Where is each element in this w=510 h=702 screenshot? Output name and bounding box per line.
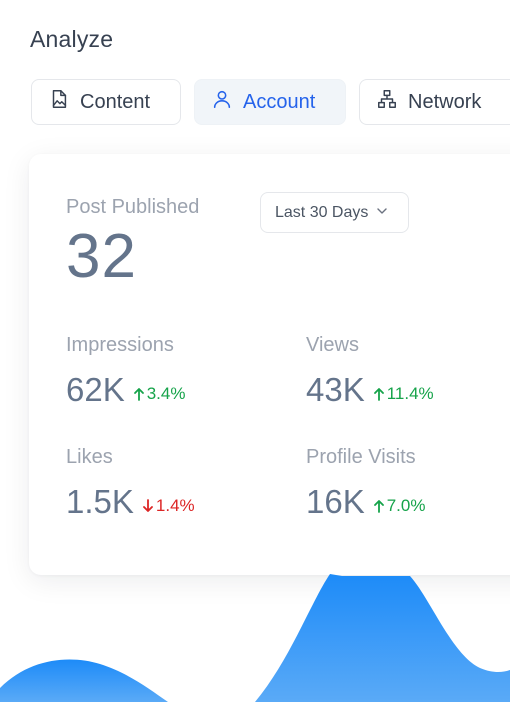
tab-content-label: Content <box>80 90 151 113</box>
profile-visits-change-value: 7.0% <box>386 496 426 515</box>
user-icon <box>211 88 233 116</box>
chevron-down-icon <box>376 204 388 222</box>
likes-change-value: 1.4% <box>155 496 195 515</box>
area-chart-decoration <box>0 574 510 702</box>
views-label: Views <box>306 334 359 356</box>
views-metric: 43K 11.4% <box>306 373 434 406</box>
arrow-down-icon <box>142 499 153 512</box>
tab-account[interactable]: Account <box>194 79 346 125</box>
page-title: Analyze <box>30 26 114 52</box>
impressions-label: Impressions <box>66 334 174 356</box>
wave-main <box>255 574 510 702</box>
wave-left <box>0 659 168 702</box>
stats-card: Post Published 32 Last 30 Days Impressio… <box>29 154 510 575</box>
tab-content[interactable]: Content <box>31 79 181 125</box>
likes-value: 1.5K <box>66 483 134 520</box>
views-change: 11.4% <box>373 384 434 404</box>
tab-account-label: Account <box>243 90 316 113</box>
arrow-up-icon <box>373 388 384 401</box>
arrow-up-icon <box>133 388 144 401</box>
profile-visits-metric: 16K 7.0% <box>306 485 425 518</box>
range-select-value: Last 30 Days <box>275 203 369 221</box>
impressions-value: 62K <box>66 371 125 408</box>
likes-label: Likes <box>66 446 113 468</box>
profile-visits-change: 7.0% <box>373 496 426 516</box>
arrow-up-icon <box>373 500 384 513</box>
tab-network[interactable]: Network <box>359 79 510 125</box>
impressions-change-value: 3.4% <box>146 384 186 403</box>
impressions-metric: 62K 3.4% <box>66 373 185 406</box>
views-value: 43K <box>306 371 365 408</box>
posts-value: 32 <box>66 222 137 291</box>
likes-metric: 1.5K 1.4% <box>66 485 195 518</box>
posts-label: Post Published <box>66 196 200 218</box>
network-icon <box>376 88 398 116</box>
likes-change: 1.4% <box>142 496 195 516</box>
range-select[interactable]: Last 30 Days <box>260 192 409 233</box>
tab-network-label: Network <box>408 90 482 113</box>
views-change-value: 11.4% <box>386 384 434 403</box>
impressions-change: 3.4% <box>133 384 186 404</box>
profile-visits-label: Profile Visits <box>306 446 416 468</box>
image-file-icon <box>48 88 70 116</box>
profile-visits-value: 16K <box>306 483 365 520</box>
